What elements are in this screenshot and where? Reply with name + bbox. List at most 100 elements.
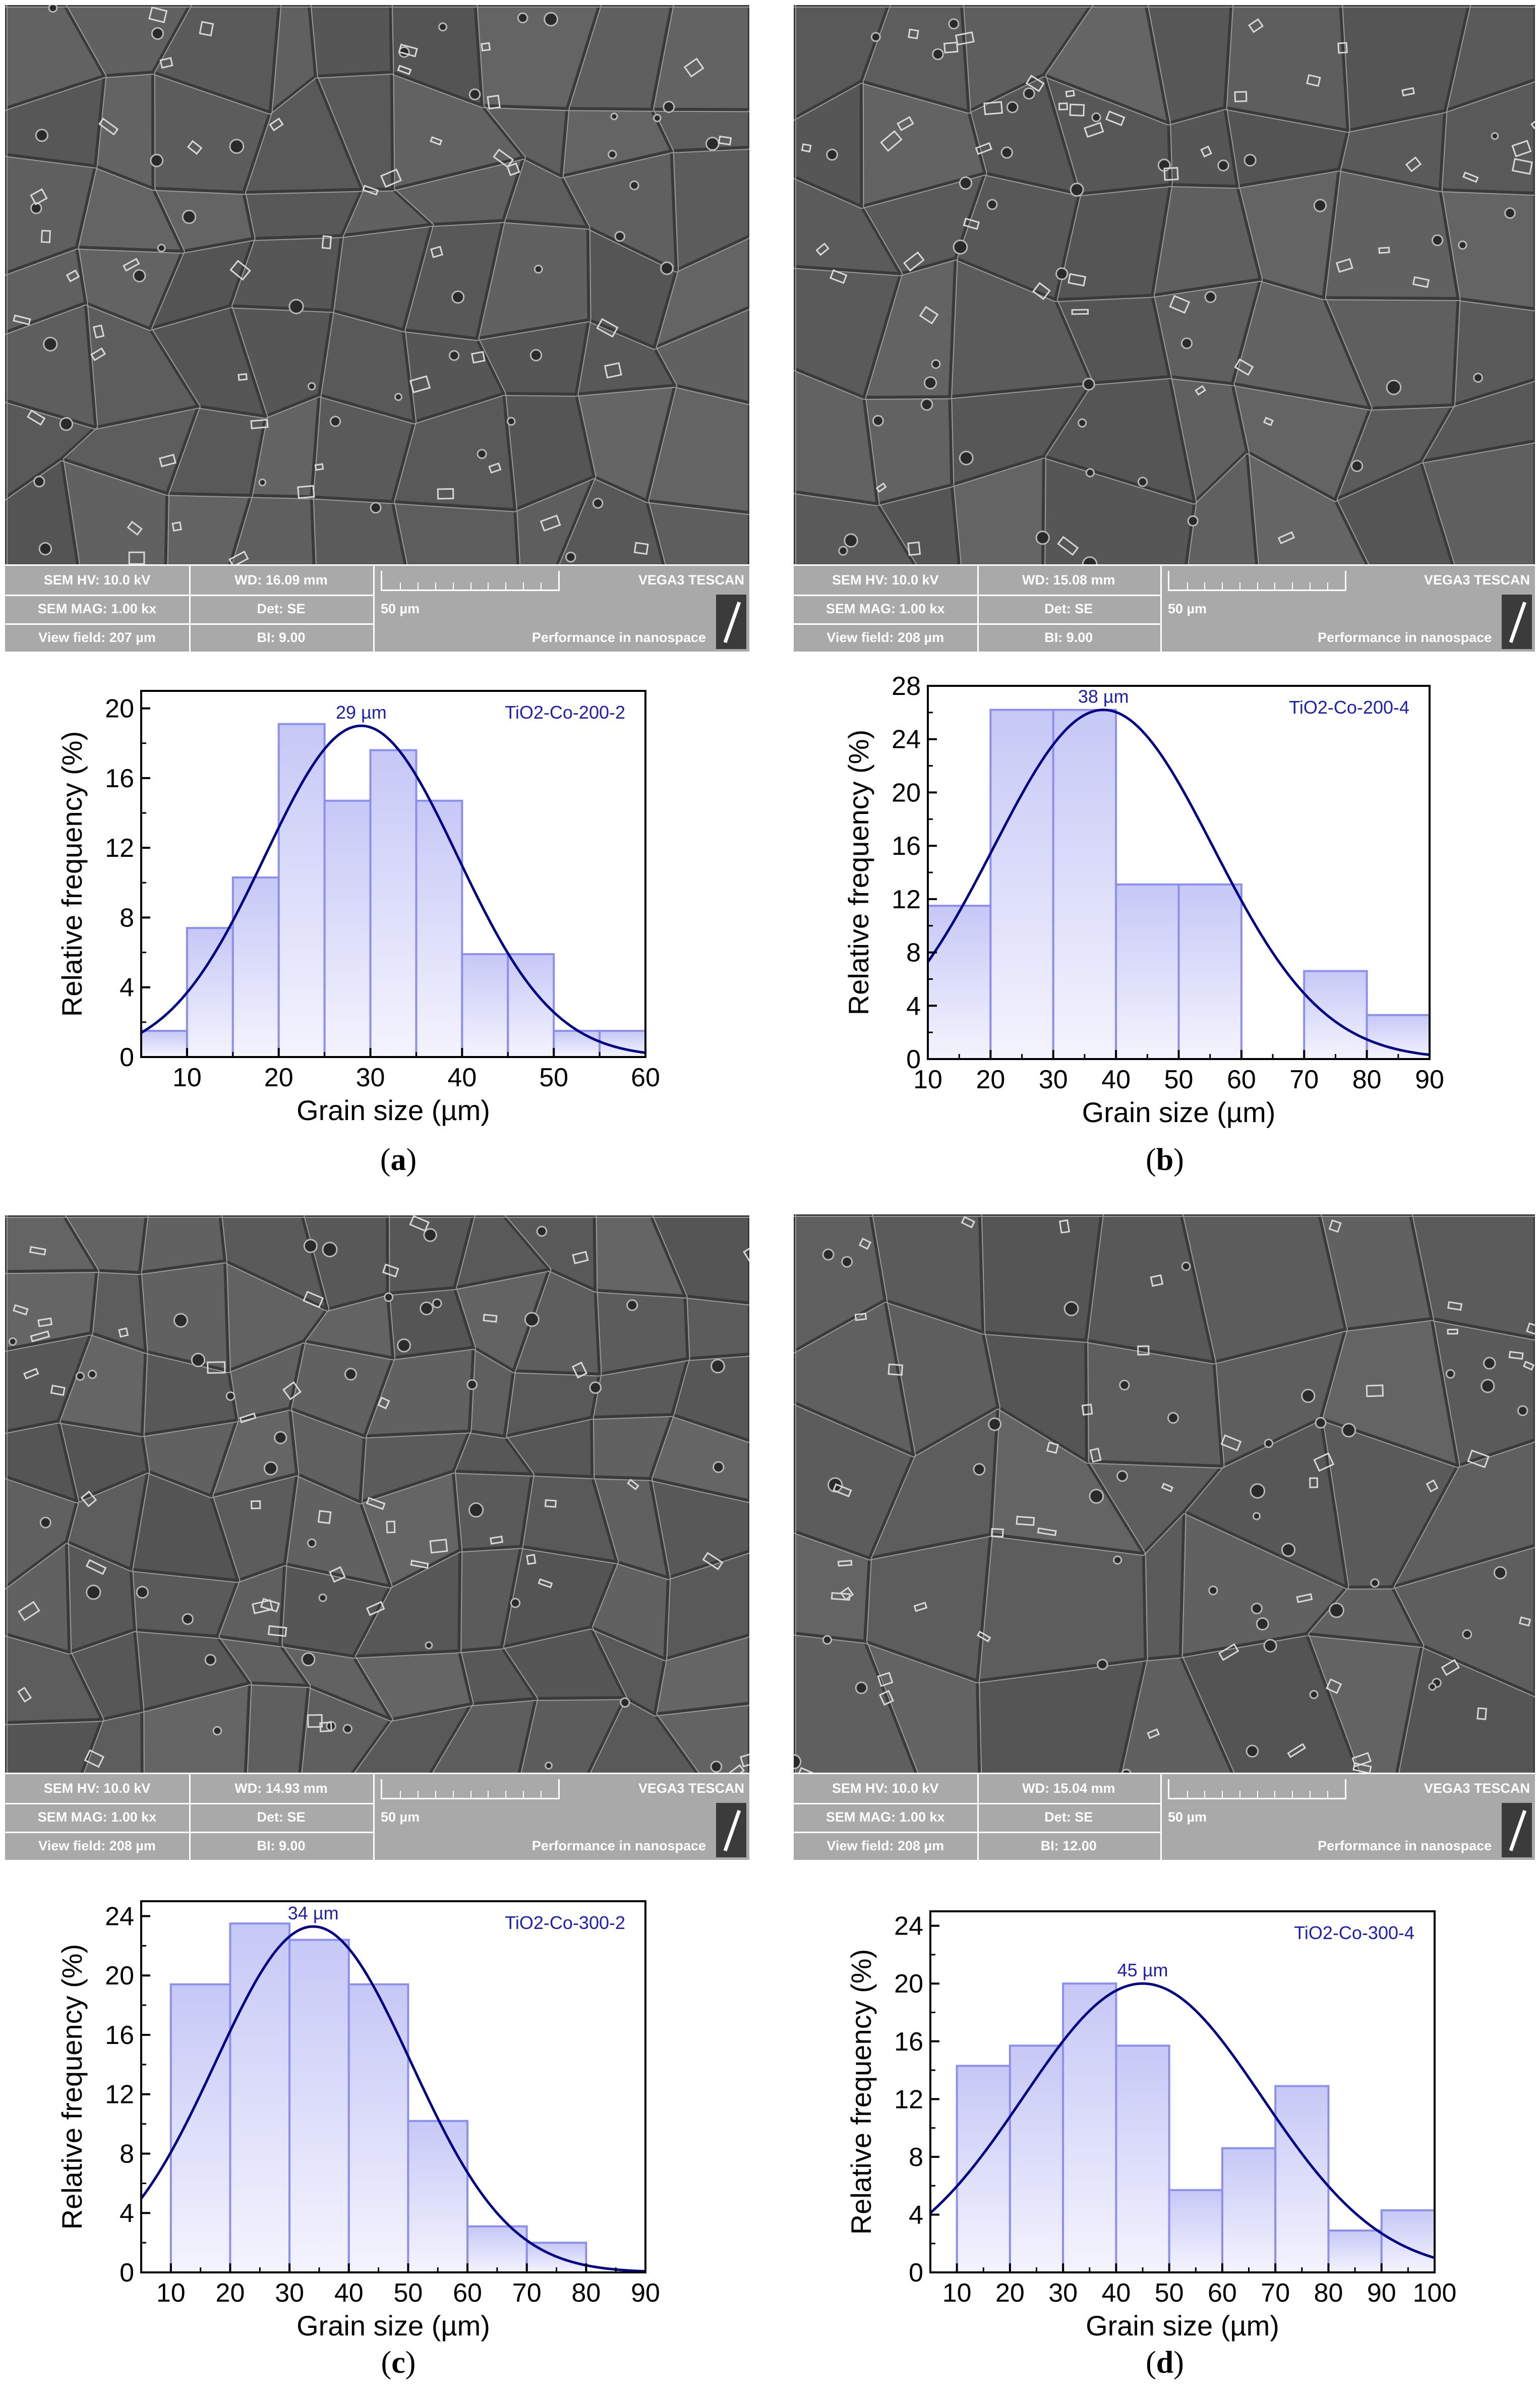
x-tick-label: 30 <box>356 1063 385 1092</box>
micrograph-texture <box>794 1214 1535 1774</box>
y-tick-label: 20 <box>105 694 134 724</box>
tescan-logo-icon <box>716 1803 746 1857</box>
sem-image-c: SEM HV: 10.0 kV WD: 14.93 mm SEM MAG: 1.00… <box>5 1215 749 1860</box>
histogram-bar <box>231 876 280 1058</box>
plot-frame <box>929 1910 1436 2273</box>
sem-image-a: SEM HV: 10.0 kV WD: 16.09 mm SEM MAG: 1.00… <box>5 5 749 652</box>
histogram-bar <box>1380 2209 1436 2274</box>
gaussian-fit-curve <box>140 724 646 1055</box>
histogram-bar <box>927 905 992 1060</box>
sem-det-label: Det: SE <box>1044 1809 1093 1825</box>
sem-scale-bar <box>381 571 560 591</box>
y-tick-label: 16 <box>105 2021 134 2050</box>
y-tick-label: 16 <box>105 764 134 793</box>
sem-det-label: Det: SE <box>257 1809 306 1825</box>
sem-viewfield-label: View field: 208 µm <box>826 629 944 645</box>
histogram-bar <box>415 799 463 1059</box>
sem-mag-label: SEM MAG: 1.00 kx <box>825 1809 945 1825</box>
histogram-bar <box>1327 2229 1383 2273</box>
x-tick-label: 80 <box>571 2278 601 2308</box>
sem-scale-bar <box>1167 571 1346 591</box>
sem-mag-label: SEM MAG: 1.00 kx <box>37 1809 157 1825</box>
x-tick-label: 80 <box>1352 1065 1382 1094</box>
x-tick-label: 20 <box>264 1063 293 1092</box>
x-tick-label: 40 <box>1101 1065 1131 1094</box>
y-tick-label: 8 <box>906 939 921 968</box>
sem-info-bar: SEM HV: 10.0 kV WD: 14.93 mm SEM MAG: 1.00… <box>5 1773 749 1860</box>
sem-image-d: SEM HV: 10.0 kV WD: 15.04 mm SEM MAG: 1.00… <box>794 1214 1535 1860</box>
histogram-b: 10 20 30 40 50 60 70 80 90 0 4 8 12 16 20 24 28 Grain siz… <box>843 672 1444 1128</box>
histogram-bar <box>140 1030 188 1059</box>
x-axis-label: Grain size (µm) <box>297 2310 490 2341</box>
x-tick-label: 70 <box>1289 1065 1319 1094</box>
y-tick-label: 24 <box>892 725 921 754</box>
sem-mag-label: SEM MAG: 1.00 kx <box>825 601 945 616</box>
y-tick-label: 16 <box>894 2027 923 2057</box>
x-tick-label: 90 <box>1415 1065 1444 1094</box>
x-tick-label: 50 <box>1164 1065 1194 1094</box>
sem-bi-label: BI: 9.00 <box>1044 629 1093 645</box>
y-tick-label: 4 <box>906 991 921 1021</box>
sem-scale-label: 50 µm <box>381 601 420 616</box>
gaussian-fit-curve <box>140 1925 646 2273</box>
y-tick-label: 0 <box>906 1045 921 1074</box>
x-axis-label: Grain size (µm) <box>1082 1096 1276 1128</box>
sem-scale-bar <box>381 1779 560 1799</box>
x-tick-label: 90 <box>1367 2278 1396 2308</box>
x-tick-label: 50 <box>1155 2278 1184 2308</box>
sem-det-label: Det: SE <box>1044 601 1093 616</box>
histogram-bar <box>347 1983 409 2273</box>
y-tick-label: 8 <box>120 903 134 932</box>
y-tick-label: 4 <box>120 973 134 1003</box>
tescan-logo-icon <box>1502 1803 1532 1857</box>
x-tick-label: 10 <box>942 2278 972 2308</box>
y-tick-label: 12 <box>105 834 134 863</box>
y-tick-label: 20 <box>892 778 921 807</box>
sem-brand-label: VEGA3 TESCAN <box>638 572 744 588</box>
sem-scale-label: 50 µm <box>1167 1809 1207 1825</box>
x-tick-label: 100 <box>1413 2278 1457 2308</box>
y-tick-label: 20 <box>894 1969 923 1999</box>
gaussian-fit-curve <box>929 1982 1435 2259</box>
sample-label: TiO2-Co-300-4 <box>1294 1922 1414 1943</box>
sem-bi-label: BI: 12.00 <box>1040 1838 1097 1853</box>
x-tick-label: 40 <box>1101 2278 1131 2308</box>
x-tick-label: 90 <box>631 2278 660 2308</box>
x-tick-label: 10 <box>156 2278 186 2308</box>
sem-scale-label: 50 µm <box>1167 601 1207 616</box>
sem-info-bar: SEM HV: 10.0 kV WD: 15.04 mm SEM MAG: 1.00… <box>794 1773 1535 1860</box>
sem-viewfield-label: View field: 207 µm <box>38 629 156 645</box>
x-axis-label: Grain size (µm) <box>1086 2310 1279 2341</box>
x-tick-label: 10 <box>913 1065 942 1094</box>
histogram-c: 10 20 30 40 50 60 70 80 90 0 4 8 12 16 20 24 Grain size … <box>56 1900 660 2341</box>
histogram-bar <box>1115 883 1180 1060</box>
sem-slogan-label: Performance in nanospace <box>1318 629 1492 645</box>
sample-label: TiO2-Co-200-4 <box>1289 697 1409 718</box>
histogram-bar <box>407 2120 469 2273</box>
micrograph-texture <box>5 5 749 566</box>
x-tick-label: 60 <box>631 1063 660 1092</box>
sem-bi-label: BI: 9.00 <box>257 629 306 645</box>
x-axis-label: Grain size (µm) <box>297 1094 490 1126</box>
histogram-bar <box>1274 2085 1330 2273</box>
peak-label: 34 µm <box>288 1903 339 1923</box>
sem-mag-label: SEM MAG: 1.00 kx <box>37 601 157 616</box>
y-tick-label: 28 <box>892 672 921 701</box>
histogram-bar <box>169 1983 231 2273</box>
sem-viewfield-label: View field: 208 µm <box>38 1838 156 1853</box>
y-axis-label: Relative frequency (%) <box>843 730 874 1015</box>
sem-brand-label: VEGA3 TESCAN <box>1424 572 1530 588</box>
micrograph-texture <box>5 1215 749 1774</box>
histogram-bar <box>461 953 509 1058</box>
y-tick-label: 12 <box>894 2085 923 2114</box>
histogram-bar <box>1115 2044 1170 2273</box>
x-tick-label: 70 <box>1261 2278 1290 2308</box>
histogram-bar <box>553 1030 601 1059</box>
sem-scale-bar <box>1167 1779 1346 1799</box>
histogram-bar <box>989 709 1054 1061</box>
y-tick-label: 24 <box>894 1912 923 1941</box>
histogram-bar <box>288 1939 350 2273</box>
sem-slogan-label: Performance in nanospace <box>531 629 706 645</box>
peak-label: 38 µm <box>1078 686 1129 707</box>
